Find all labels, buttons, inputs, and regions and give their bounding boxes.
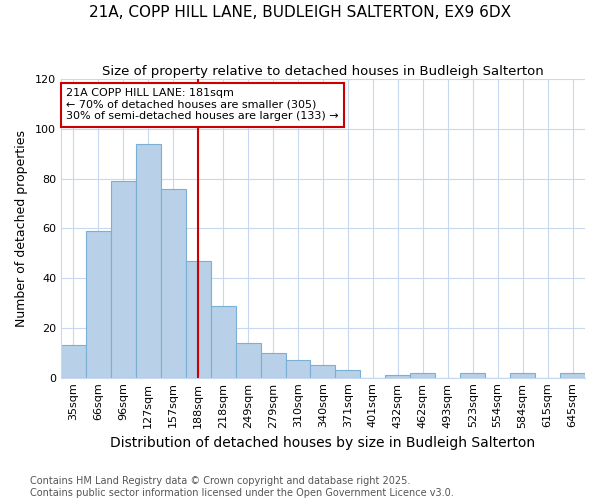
Y-axis label: Number of detached properties: Number of detached properties (15, 130, 28, 327)
Bar (410, 372, 435, 378)
Bar (236, 343, 260, 378)
X-axis label: Distribution of detached houses by size in Budleigh Salterton: Distribution of detached houses by size … (110, 436, 536, 450)
Bar (260, 353, 286, 378)
Bar (310, 365, 335, 378)
Bar (510, 372, 535, 378)
Bar (211, 306, 236, 378)
Bar (385, 375, 410, 378)
Bar (560, 372, 585, 378)
Bar (460, 372, 485, 378)
Bar (335, 370, 361, 378)
Bar (186, 261, 211, 378)
Text: 21A, COPP HILL LANE, BUDLEIGH SALTERTON, EX9 6DX: 21A, COPP HILL LANE, BUDLEIGH SALTERTON,… (89, 5, 511, 20)
Bar (61, 346, 86, 378)
Bar (161, 188, 186, 378)
Bar (136, 144, 161, 378)
Text: 21A COPP HILL LANE: 181sqm
← 70% of detached houses are smaller (305)
30% of sem: 21A COPP HILL LANE: 181sqm ← 70% of deta… (66, 88, 339, 122)
Bar (286, 360, 310, 378)
Title: Size of property relative to detached houses in Budleigh Salterton: Size of property relative to detached ho… (102, 65, 544, 78)
Bar (86, 231, 111, 378)
Text: Contains HM Land Registry data © Crown copyright and database right 2025.
Contai: Contains HM Land Registry data © Crown c… (30, 476, 454, 498)
Bar (111, 181, 136, 378)
